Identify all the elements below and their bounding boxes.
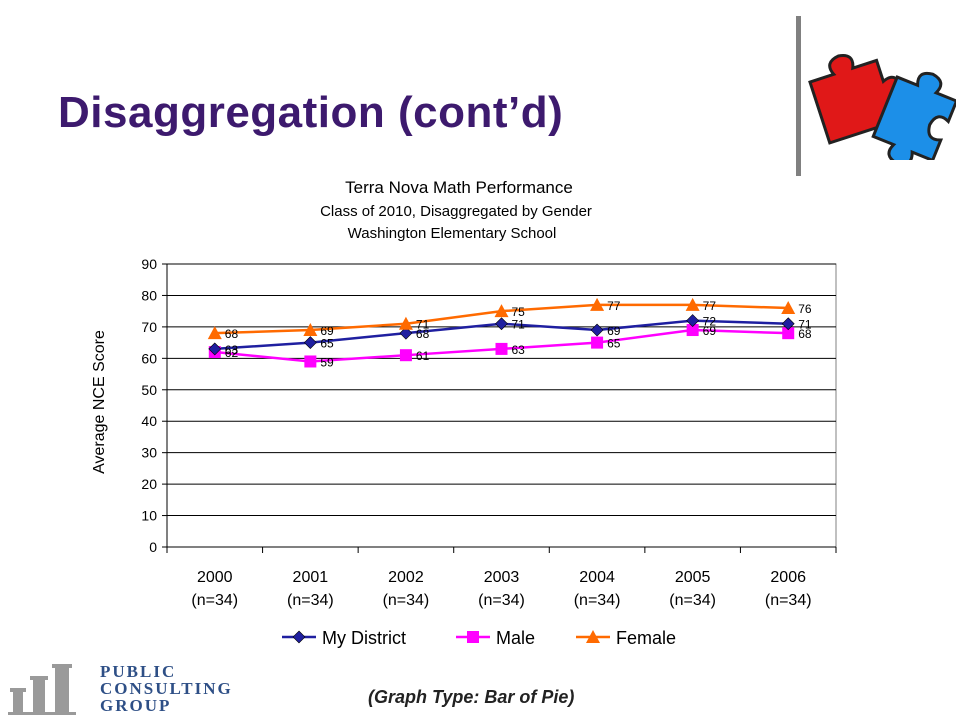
data-point-female [685, 297, 700, 311]
data-label-my-district: 68 [416, 327, 430, 341]
data-point-male [399, 349, 412, 362]
data-label-female: 75 [512, 305, 526, 319]
data-point-male [591, 336, 604, 349]
y-tick-label: 50 [141, 382, 157, 398]
chart-subtitle-2: Washington Elementary School [348, 225, 557, 242]
data-point-female [590, 297, 605, 311]
data-label-female: 69 [320, 324, 334, 338]
chart-title: Terra Nova Math Performance [345, 178, 573, 197]
data-point-male [686, 324, 699, 337]
logo-line-group: GROUP [100, 696, 172, 715]
data-label-female: 77 [607, 299, 621, 313]
data-point-female [303, 323, 318, 337]
data-point-female [494, 304, 509, 318]
data-point-female [781, 301, 796, 315]
data-label-female: 77 [703, 299, 717, 313]
logo-line-public: PUBLIC [100, 662, 177, 681]
data-point-female [207, 326, 222, 340]
data-label-female: 68 [225, 327, 239, 341]
y-tick-label: 20 [141, 476, 157, 492]
x-tick-label-year: 2000 [197, 569, 233, 586]
data-label-my-district: 69 [607, 324, 621, 338]
x-tick-label-n: (n=34) [191, 592, 238, 609]
data-point-my-district [303, 336, 317, 350]
y-tick-label: 40 [141, 413, 157, 429]
data-label-female: 71 [416, 318, 430, 332]
y-tick-label: 60 [141, 350, 157, 366]
x-tick-label-n: (n=34) [383, 592, 430, 609]
puzzle-pieces-icon [808, 54, 956, 160]
y-tick-label: 70 [141, 319, 157, 335]
data-label-female: 76 [798, 302, 812, 316]
data-label-male: 65 [607, 337, 621, 351]
data-label-my-district: 71 [798, 318, 812, 332]
x-tick-label-n: (n=34) [669, 592, 716, 609]
divider-bar [796, 16, 801, 176]
data-point-my-district [495, 317, 508, 331]
x-tick-label-year: 2006 [770, 569, 806, 586]
y-tick-label: 10 [141, 508, 157, 524]
x-tick-label-year: 2002 [388, 569, 424, 586]
x-tick-label-n: (n=34) [287, 592, 334, 609]
data-point-my-district [781, 317, 795, 331]
data-point-female [398, 316, 413, 330]
data-label-male: 68 [798, 327, 812, 341]
data-label-male: 62 [225, 346, 239, 360]
data-label-my-district: 65 [320, 337, 334, 351]
data-point-male [495, 342, 508, 355]
columns-logo-icon [8, 664, 76, 715]
data-point-male [304, 355, 317, 368]
x-tick-label-year: 2003 [484, 569, 520, 586]
public-consulting-group-logo: PUBLIC CONSULTING GROUP [8, 660, 231, 716]
logo-line-consulting: CONSULTING [100, 679, 233, 698]
x-tick-label-year: 2005 [675, 569, 711, 586]
data-label-male: 69 [703, 324, 717, 338]
legend-marker-female [586, 630, 600, 643]
y-tick-label: 0 [149, 539, 157, 555]
y-tick-label: 90 [141, 256, 157, 272]
data-label-my-district: 63 [225, 343, 239, 357]
data-point-my-district [208, 342, 222, 356]
data-point-my-district [399, 326, 413, 340]
chart-subtitle-1: Class of 2010, Disaggregated by Gender [320, 203, 592, 220]
x-tick-label-year: 2004 [579, 569, 615, 586]
y-tick-label: 80 [141, 287, 157, 303]
data-label-male: 59 [320, 355, 334, 369]
data-point-my-district [686, 314, 700, 328]
data-label-male: 61 [416, 349, 430, 363]
graph-type-caption: (Graph Type: Bar of Pie) [368, 687, 575, 707]
y-tick-label: 30 [141, 445, 157, 461]
x-tick-label-n: (n=34) [574, 592, 621, 609]
data-point-male [782, 327, 795, 340]
legend-label-male: Male [496, 628, 535, 648]
data-label-my-district: 72 [703, 315, 717, 329]
legend-label-female: Female [616, 628, 676, 648]
x-tick-label-n: (n=34) [478, 592, 525, 609]
data-point-my-district [590, 323, 604, 337]
x-tick-label-year: 2001 [293, 569, 329, 586]
data-label-my-district: 71 [512, 318, 526, 332]
legend-marker-male [467, 631, 479, 643]
legend-label-my-district: My District [322, 628, 406, 648]
y-axis-label: Average NCE Score [91, 330, 108, 474]
data-label-male: 63 [512, 343, 526, 357]
x-tick-label-n: (n=34) [765, 592, 812, 609]
legend-marker-my-district [292, 630, 306, 644]
slide-title: Disaggregation (cont’d) [58, 88, 564, 137]
